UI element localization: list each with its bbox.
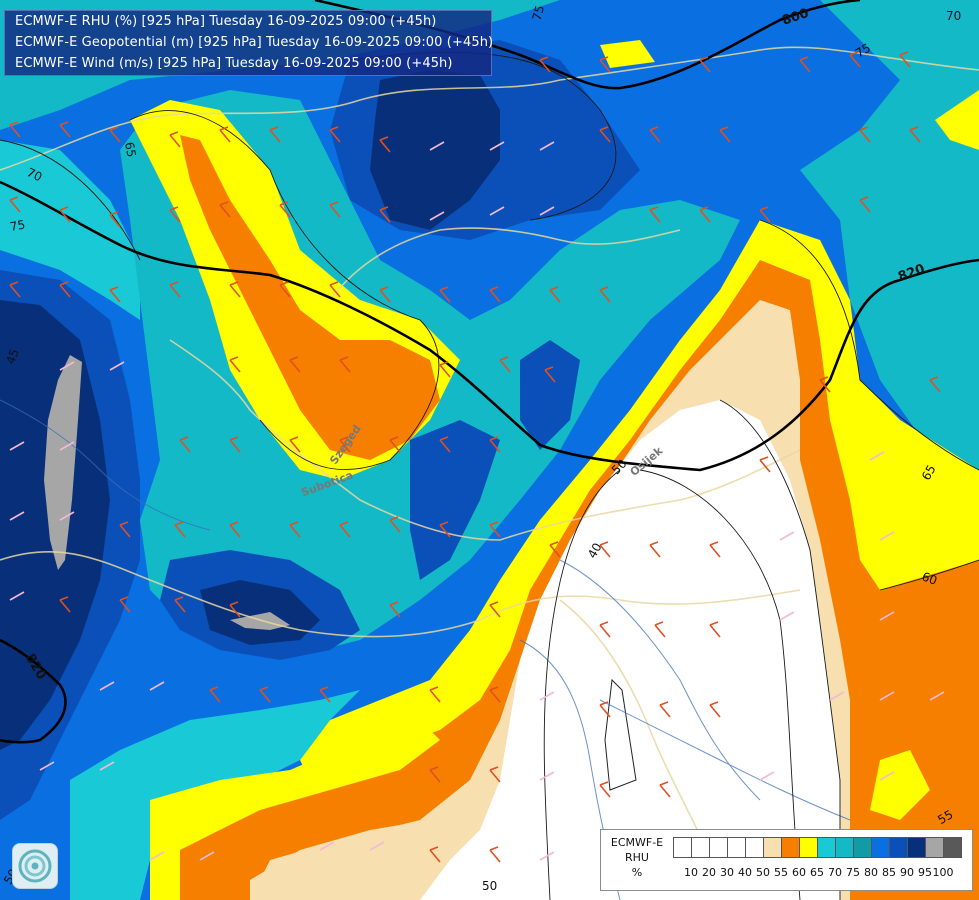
legend-title: ECMWF-E RHU %: [605, 835, 669, 880]
rhu-band-white-island: [604, 678, 637, 791]
legend-tick-label: 85: [882, 866, 896, 879]
ecmwf-logo: [12, 843, 58, 889]
legend-tick-label: 55: [774, 866, 788, 879]
contour-label: 75: [9, 217, 26, 233]
contour-label: 55: [935, 807, 955, 827]
legend-tick-label: 20: [702, 866, 716, 879]
legend-swatch: [673, 837, 692, 858]
rhu-band-grey-west: [44, 355, 82, 570]
contour-label: 60: [920, 569, 939, 587]
legend-swatch: [871, 837, 890, 858]
legend-title-line: RHU: [625, 851, 649, 864]
rhu-band-navy-north: [370, 70, 500, 230]
contour-label: 40: [585, 540, 605, 560]
legend-swatch: [835, 837, 854, 858]
rhu-band-darkblue-east: [520, 340, 580, 450]
legend-title-line: %: [631, 866, 643, 879]
title-geopotential: ECMWF-E Geopotential (m) [925 hPa] Tuesd…: [15, 35, 494, 50]
borders: [0, 46, 979, 881]
legend-swatch: [853, 837, 872, 858]
contour-label: 70: [946, 9, 961, 23]
rhu-band-teal-northeast: [800, 0, 979, 520]
contour-label: 75: [853, 41, 873, 61]
contour-label: 50: [482, 879, 497, 893]
rhu-band-darkblue-mid: [410, 420, 500, 580]
rhu-band-white: [420, 400, 840, 900]
legend-swatch: [943, 837, 962, 858]
rhu-band-orange-west: [180, 135, 440, 460]
legend-tick-label: 65: [810, 866, 824, 879]
legend-swatch: [889, 837, 908, 858]
legend-tick-label: 40: [738, 866, 752, 879]
legend-swatch: [817, 837, 836, 858]
legend-tick-label: 100: [932, 866, 954, 879]
legend-tick-label: 95: [918, 866, 932, 879]
legend-tick-label: 10: [684, 866, 698, 879]
wind-barbs: [9, 51, 945, 863]
legend-swatches: [673, 837, 962, 858]
rhu-band-teal-west: [0, 140, 140, 320]
contour-label: 70: [25, 165, 45, 184]
legend-tick-label: 90: [900, 866, 914, 879]
legend-swatch: [727, 837, 746, 858]
rhu-band-yellow-pocket: [870, 750, 930, 820]
legend-tick-label: 50: [756, 866, 770, 879]
legend-ticks: 10 20 30 40 50 55 60 65 70 75 80 85 90 95 100: [673, 866, 969, 882]
ecmwf-logo-icon: [18, 849, 52, 883]
legend-swatch: [709, 837, 728, 858]
title-rhu: ECMWF-E RHU (%) [925 hPa] Tuesday 16-09-…: [15, 14, 437, 29]
legend-swatch: [763, 837, 782, 858]
contour-label: 75: [530, 4, 547, 22]
legend-tick-label: 70: [828, 866, 842, 879]
legend-title-line: ECMWF-E: [610, 836, 664, 849]
legend-swatch: [907, 837, 926, 858]
title-panel: ECMWF-E RHU (%) [925 hPa] Tuesday 16-09-…: [4, 10, 494, 76]
legend-tick-label: 80: [864, 866, 878, 879]
rhu-band-orange-sw: [180, 770, 450, 900]
geopotential-820-line: [0, 180, 979, 472]
rhu-band-grey-south: [230, 612, 290, 630]
legend-swatch: [925, 837, 944, 858]
contour-label: 65: [122, 141, 138, 158]
legend-swatch: [691, 837, 710, 858]
legend-tick-label: 60: [792, 866, 806, 879]
contour-label: 65: [919, 462, 939, 482]
rhu-band-beige-sw: [250, 820, 450, 900]
legend-tick-label: 30: [720, 866, 734, 879]
legend-swatch: [781, 837, 800, 858]
contour-label: 45: [3, 347, 21, 366]
rhu-band-navy-south: [200, 580, 320, 645]
legend-tick-label: 75: [846, 866, 860, 879]
rhu-legend: ECMWF-E RHU % 10 20 30 40 50 55 60 65 70 75 80 85 90…: [600, 829, 973, 891]
rhu-band-yellow-sw: [150, 720, 440, 900]
geopotential-820-sw-line: [0, 638, 67, 744]
legend-swatch: [799, 837, 818, 858]
legend-swatch: [745, 837, 764, 858]
rhu-band-yellow-ne: [935, 90, 979, 150]
title-wind: ECMWF-E Wind (m/s) [925 hPa] Tuesday 16-…: [15, 56, 453, 71]
rhu-band-yellow-top: [600, 40, 655, 68]
